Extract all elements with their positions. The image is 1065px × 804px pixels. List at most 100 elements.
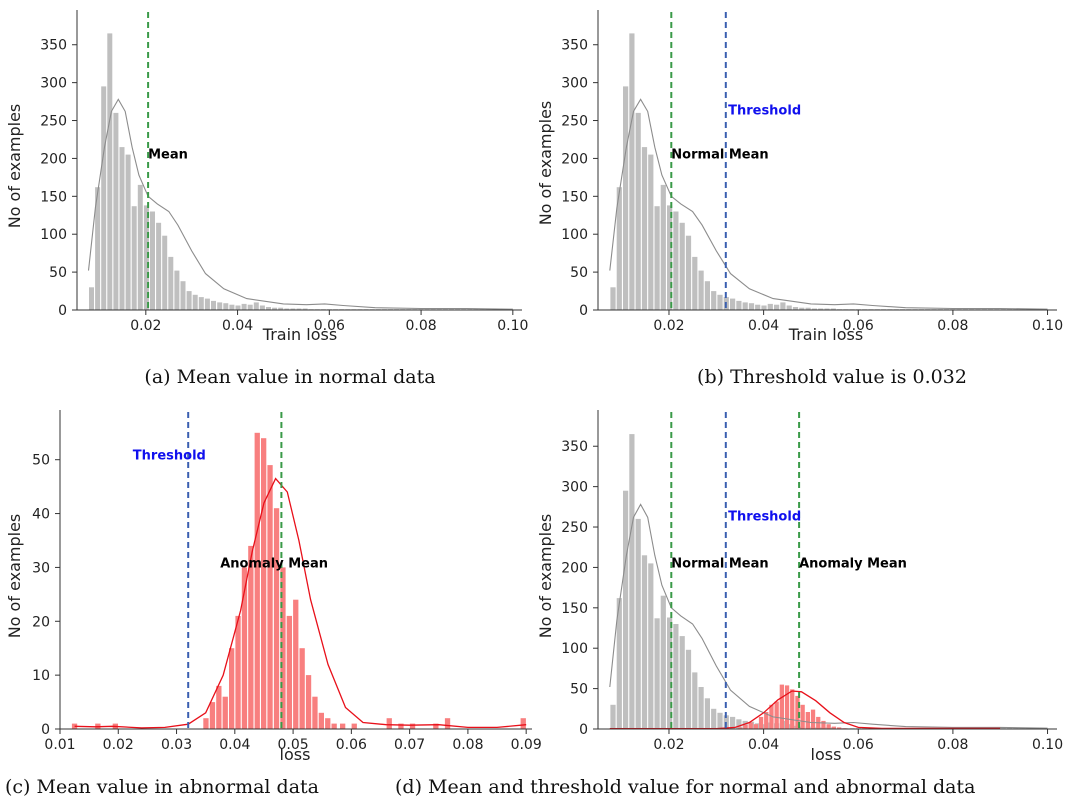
- normal-histogram-bar: [186, 291, 192, 310]
- anomaly-histogram-bar: [325, 718, 331, 729]
- chart-panel-1: 0.02 0.04 0.06 0.08 0.10 0 50 100 150 200 250 300 35…: [5, 10, 528, 388]
- anomaly-histogram-bar: [229, 648, 235, 729]
- normal-histogram-bar: [113, 112, 119, 311]
- normal-histogram-bar: [192, 294, 198, 310]
- anomaly-histogram-bar: [331, 723, 337, 729]
- x-tick-label: 0.04: [748, 737, 779, 753]
- normal-histogram-bar: [679, 222, 685, 310]
- normal-histogram-bar: [217, 302, 223, 310]
- normal-histogram-bar: [253, 302, 259, 310]
- anomaly-histogram-bar: [280, 567, 286, 729]
- y-tick-label: 150: [561, 189, 588, 205]
- panel-caption: (a) Mean value in normal data: [144, 366, 435, 388]
- x-tick-label: 0.09: [511, 737, 542, 753]
- x-tick-label: 0.02: [130, 318, 161, 334]
- y-tick-label: 20: [32, 614, 50, 630]
- y-tick-label: 100: [40, 227, 67, 243]
- normal-histogram-bar: [780, 302, 786, 310]
- normal-histogram-bar: [730, 298, 736, 310]
- mean-annotation: Normal Mean: [671, 147, 768, 162]
- normal-histogram-bar: [235, 305, 241, 310]
- y-tick-label: 50: [49, 265, 67, 281]
- x-tick-label: 0.07: [394, 737, 425, 753]
- anomaly-histogram-bar: [748, 722, 753, 729]
- normal-histogram-bar: [272, 307, 278, 310]
- x-tick-label: 0.10: [1032, 318, 1063, 334]
- normal-histogram-bar: [89, 287, 94, 310]
- normal-histogram-bar: [667, 205, 673, 310]
- normal-histogram-bar: [761, 305, 767, 310]
- normal-histogram-bar: [786, 305, 792, 310]
- chart-panel-4: 0.02 0.04 0.06 0.08 0.10 0 50 100 150 200 250 300 35…: [395, 410, 1063, 798]
- normal-histogram-bar: [736, 719, 742, 729]
- normal-histogram-bar: [685, 235, 692, 310]
- anomaly-histogram-bar: [831, 726, 837, 729]
- y-tick-label: 40: [32, 507, 50, 523]
- threshold-annotation: Threshold: [133, 449, 206, 464]
- normal-histogram-bar: [247, 304, 253, 310]
- y-tick-label: 10: [32, 668, 50, 684]
- normal-histogram-bar: [162, 235, 168, 310]
- anomaly-histogram-bar: [810, 709, 816, 729]
- threshold-annotation: Threshold: [728, 510, 801, 525]
- x-tick-label: 0.01: [44, 737, 75, 753]
- anomaly-histogram-bar: [216, 685, 222, 729]
- x-tick-label: 0.08: [937, 737, 968, 753]
- x-tick-label: 0.06: [843, 318, 874, 334]
- normal-histogram-bar: [654, 206, 660, 310]
- normal-histogram-bar: [119, 147, 125, 310]
- normal-histogram-bar: [241, 303, 247, 310]
- normal-histogram-bar: [629, 434, 635, 729]
- anomaly-histogram-bar: [753, 724, 758, 729]
- y-tick-label: 250: [40, 114, 67, 130]
- y-tick-label: 0: [41, 722, 50, 738]
- normal-histogram-bar: [654, 618, 660, 729]
- y-axis-label: No of examples: [5, 514, 24, 639]
- anomaly-histogram-bar: [784, 685, 790, 729]
- x-axis-label: loss: [280, 745, 311, 764]
- x-tick-label: 0.05: [278, 737, 309, 753]
- normal-histogram-bar: [137, 184, 143, 310]
- normal-histogram-bar: [748, 303, 755, 310]
- x-tick-label: 0.10: [1032, 737, 1063, 753]
- x-tick-label: 0.04: [222, 318, 253, 334]
- y-axis-label: No of examples: [5, 104, 24, 229]
- x-tick-label: 0.08: [405, 318, 436, 334]
- normal-histogram-bar: [290, 308, 296, 310]
- normal-histogram-bar: [204, 298, 210, 310]
- anomaly-histogram-bar: [743, 725, 748, 729]
- anomaly-histogram-bar: [821, 720, 826, 729]
- y-tick-label: 150: [561, 601, 588, 617]
- anomaly-histogram-bar: [305, 675, 312, 729]
- normal-histogram-bar: [818, 727, 824, 729]
- normal-histogram-bar: [641, 555, 648, 729]
- anomaly-histogram-bar: [764, 712, 769, 729]
- anomaly-histogram-bar: [286, 615, 292, 729]
- anomaly-histogram-bar: [386, 718, 392, 729]
- y-tick-label: 350: [40, 38, 67, 54]
- normal-histogram-bar: [667, 617, 673, 729]
- anomaly-histogram-bar: [826, 724, 831, 729]
- normal-histogram-bar: [679, 636, 685, 729]
- normal-histogram-bar: [635, 518, 641, 729]
- anomaly-histogram-bar: [267, 465, 273, 729]
- y-tick-label: 200: [40, 151, 67, 167]
- anomaly-histogram-bar: [71, 723, 78, 729]
- y-tick-label: 50: [570, 682, 588, 698]
- normal-histogram-bar: [742, 302, 748, 310]
- anomaly-histogram-bar: [261, 438, 267, 729]
- normal-histogram-bar: [629, 33, 635, 311]
- normal-histogram-bar: [830, 308, 836, 310]
- normal-histogram-bar: [673, 624, 679, 729]
- normal-histogram-bar: [302, 308, 308, 310]
- normal-histogram-bar: [717, 294, 723, 310]
- anomaly-histogram-bar: [433, 723, 439, 729]
- y-tick-label: 100: [561, 227, 588, 243]
- threshold-annotation: Threshold: [728, 104, 801, 119]
- anomaly-histogram-bar: [254, 432, 260, 729]
- normal-histogram-bar: [143, 205, 149, 310]
- anomaly-histogram-bar: [235, 615, 241, 729]
- normal-histogram-bar: [259, 305, 265, 310]
- anomaly-histogram-bar: [738, 727, 743, 729]
- normal-histogram-bar: [824, 308, 830, 310]
